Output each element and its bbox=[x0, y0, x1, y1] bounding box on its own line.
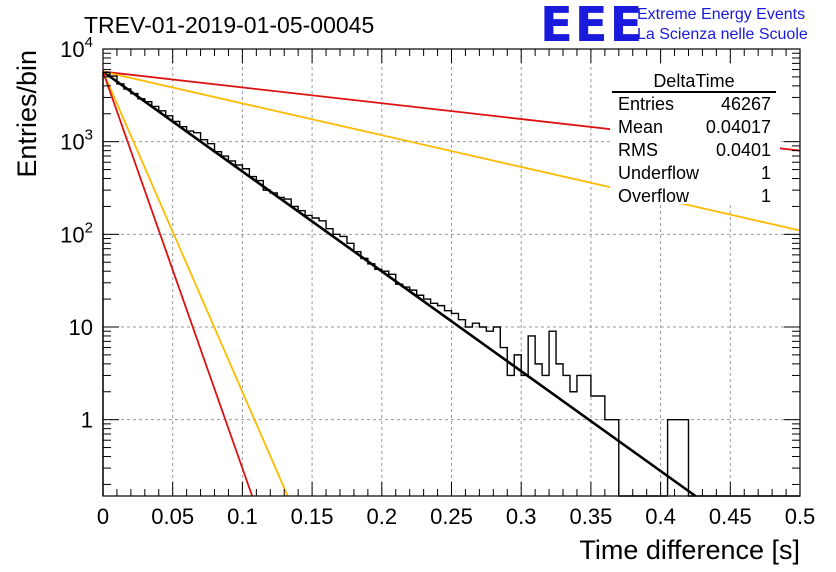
x-tick-label: 0.4 bbox=[645, 504, 676, 529]
chart-title: TREV-01-2019-01-05-00045 bbox=[84, 12, 374, 38]
x-tick-label: 0 bbox=[97, 504, 109, 529]
series-line-4 bbox=[102, 71, 254, 497]
y-tick-exponent: 2 bbox=[85, 219, 93, 236]
x-tick-label: 0.05 bbox=[151, 504, 194, 529]
x-tick-label: 0.2 bbox=[367, 504, 398, 529]
eee-logo: EEE bbox=[540, 0, 644, 53]
stats-value-overflow: 1 bbox=[761, 186, 771, 206]
x-tick-label: 0.5 bbox=[785, 504, 816, 529]
y-tick-label: 10 bbox=[69, 315, 93, 340]
y-tick-exponent: 3 bbox=[85, 127, 93, 144]
x-axis-tick-labels: 0 0.05 0.1 0.15 0.2 0.25 0.3 0.35 0.4 0.45 0.5 bbox=[97, 504, 815, 529]
stats-label-entries: Entries bbox=[618, 94, 674, 114]
stats-label-rms: RMS bbox=[618, 140, 658, 160]
histogram-outline bbox=[102, 71, 800, 497]
stats-value-entries: 46267 bbox=[721, 94, 771, 114]
x-tick-label: 0.1 bbox=[227, 504, 258, 529]
y-tick-exponent: 4 bbox=[85, 34, 93, 51]
stats-box: DeltaTime Entries 46267 Mean 0.04017 RMS… bbox=[610, 64, 780, 206]
stats-label-mean: Mean bbox=[618, 117, 663, 137]
histogram bbox=[102, 71, 800, 497]
x-axis-title: Time difference [s] bbox=[579, 535, 800, 565]
stats-box-background bbox=[610, 64, 780, 204]
stats-label-underflow: Underflow bbox=[618, 163, 700, 183]
y-axis-title: Entries/bin bbox=[12, 50, 42, 178]
x-tick-label: 0.15 bbox=[291, 504, 334, 529]
x-tick-label: 0.3 bbox=[506, 504, 537, 529]
x-tick-label: 0.45 bbox=[709, 504, 752, 529]
stats-value-rms: 0.0401 bbox=[716, 140, 771, 160]
logo-subtitle-line1: Extreme Energy Events bbox=[637, 6, 805, 23]
stats-value-mean: 0.04017 bbox=[706, 117, 771, 137]
x-tick-label: 0.25 bbox=[430, 504, 473, 529]
logo-subtitle-line2: La Scienza nelle Scuole bbox=[637, 26, 808, 43]
series-line-3 bbox=[102, 71, 289, 497]
x-tick-label: 0.35 bbox=[569, 504, 612, 529]
stats-label-overflow: Overflow bbox=[618, 186, 690, 206]
axis-ticks bbox=[102, 48, 801, 496]
series-line-2 bbox=[102, 70, 801, 232]
stats-value-underflow: 1 bbox=[761, 163, 771, 183]
stats-box-title: DeltaTime bbox=[653, 71, 734, 91]
y-tick-label: 1 bbox=[81, 408, 93, 433]
